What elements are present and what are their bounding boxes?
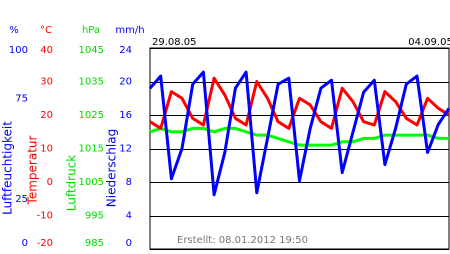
y-tick-label: -20 (37, 238, 53, 249)
y-tick-label: 12 (119, 144, 132, 155)
x-tick-label: 04.09.05 (408, 37, 450, 48)
y-tick-label: 1035 (79, 77, 104, 88)
y-tick-label: 16 (119, 110, 132, 121)
footer-background (172, 232, 330, 248)
y-tick-label: 75 (15, 93, 28, 104)
y-tick-label: 0 (22, 238, 28, 249)
series-line (149, 76, 450, 130)
y-tick-label: 995 (85, 211, 104, 222)
y-tick-label: 1045 (79, 45, 104, 56)
axis-title: Luftfeuchtigkeit (1, 121, 15, 215)
axis-title: Temperatur (26, 135, 40, 205)
plot-background (149, 47, 450, 250)
axis-title: Niederschlag (105, 129, 119, 207)
y-tick-label: 0 (47, 177, 53, 188)
series-line (149, 126, 449, 147)
y-tick-label: 24 (119, 45, 132, 56)
footer-text: Erstellt: 08.01.2012 19:50 (177, 235, 308, 246)
y-tick-label: 1025 (79, 110, 104, 121)
y-tick-label: 40 (40, 45, 53, 56)
y-tick-label: 0 (126, 238, 132, 249)
y-tick-label: 25 (15, 194, 28, 205)
axis-unit: % (9, 25, 19, 36)
y-tick-label: 1005 (79, 177, 104, 188)
axis-unit: hPa (82, 25, 100, 36)
y-tick-label: 20 (119, 77, 132, 88)
axis-unit: °C (40, 25, 52, 36)
y-tick-label: 8 (126, 177, 132, 188)
y-tick-label: 100 (9, 45, 28, 56)
x-tick-label: 29.08.05 (152, 37, 197, 48)
y-tick-label: -10 (37, 211, 53, 222)
axis-title: Luftdruck (65, 155, 79, 212)
y-tick-label: 1015 (79, 144, 104, 155)
y-tick-label: 30 (40, 77, 53, 88)
series-line (148, 70, 450, 197)
y-tick-label: 985 (85, 238, 104, 249)
y-tick-label: 4 (126, 211, 132, 222)
y-tick-label: 20 (40, 110, 53, 121)
y-tick-label: 10 (40, 144, 53, 155)
axis-unit: mm/h (115, 25, 144, 36)
